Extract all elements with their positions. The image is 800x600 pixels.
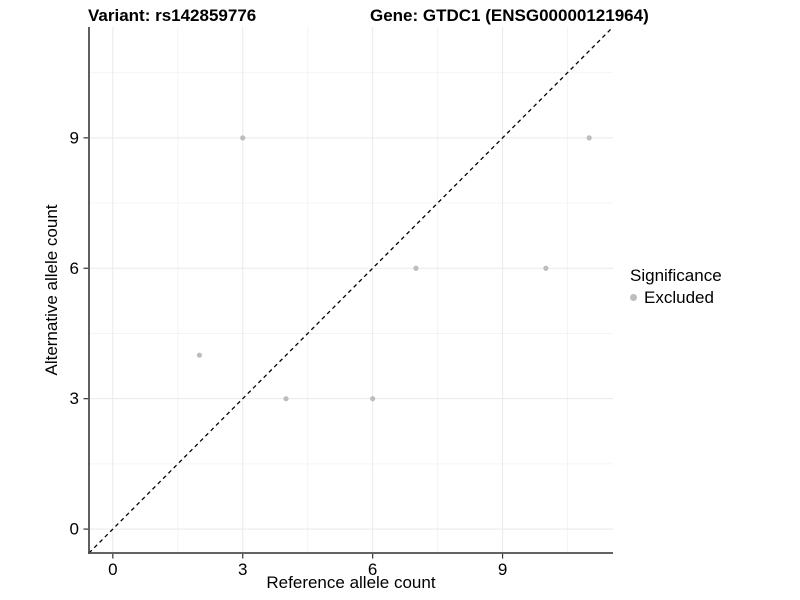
legend: Significance Excluded bbox=[630, 266, 722, 307]
y-tick-label: 9 bbox=[70, 128, 79, 147]
identity-dashed-line bbox=[88, 26, 614, 554]
data-point bbox=[586, 135, 592, 141]
data-point bbox=[240, 135, 246, 141]
y-tick-label: 0 bbox=[70, 520, 79, 539]
data-point bbox=[370, 396, 376, 402]
x-tick-label: 6 bbox=[368, 560, 377, 579]
legend-key bbox=[630, 294, 644, 301]
y-axis-title: Alternative allele count bbox=[42, 204, 61, 376]
x-tick-label: 3 bbox=[238, 560, 247, 579]
y-tick-label: 3 bbox=[70, 389, 79, 408]
excluded-point-icon bbox=[630, 294, 637, 301]
plot-title-variant: Variant: rs142859776 bbox=[88, 6, 257, 25]
legend-item-excluded: Excluded bbox=[630, 288, 722, 307]
y-tick-label: 6 bbox=[70, 259, 79, 278]
data-point bbox=[196, 352, 203, 358]
data-point bbox=[543, 265, 549, 271]
data-point bbox=[283, 396, 289, 402]
plot-title-gene: Gene: GTDC1 (ENSG00000121964) bbox=[370, 6, 649, 25]
x-tick-label: 0 bbox=[108, 560, 117, 579]
data-point bbox=[413, 265, 419, 271]
x-axis-title: Reference allele count bbox=[266, 573, 436, 592]
legend-item-label: Excluded bbox=[644, 288, 714, 307]
legend-title: Significance bbox=[630, 266, 722, 285]
x-tick-label: 9 bbox=[498, 560, 507, 579]
